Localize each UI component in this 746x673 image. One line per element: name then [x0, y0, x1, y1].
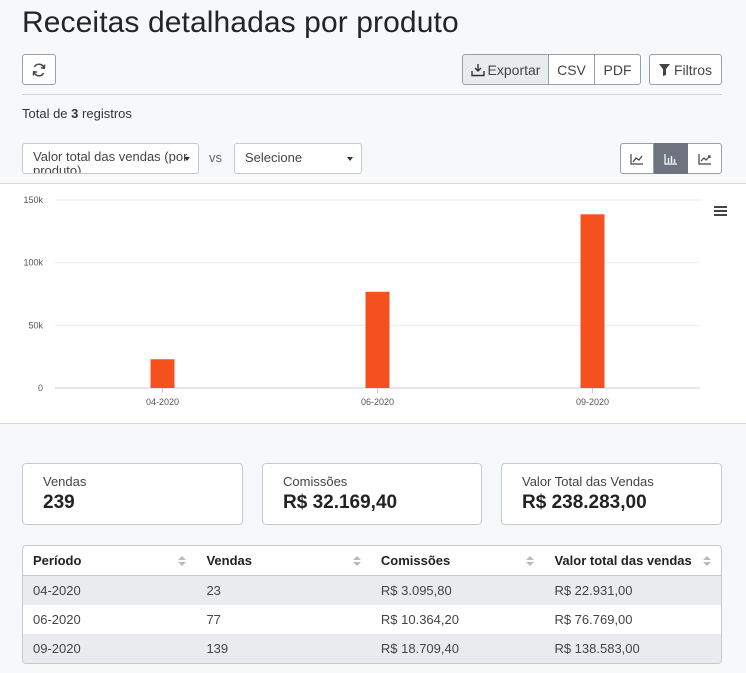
download-icon: [470, 63, 485, 76]
table-cell: R$ 138.583,00: [544, 634, 721, 663]
commissions-card: Comissões R$ 32.169,40: [262, 463, 482, 525]
area-chart-icon: [630, 153, 643, 165]
bar: [580, 214, 605, 388]
column-header-total-value[interactable]: Valor total das vendas: [544, 546, 721, 576]
table-cell: 09-2020: [23, 634, 197, 663]
column-header-period[interactable]: Período: [23, 546, 197, 576]
table-cell: R$ 18.709,40: [370, 634, 545, 663]
table-cell: 139: [196, 634, 371, 663]
bar-chart-icon: [663, 153, 677, 165]
card-label: Valor Total das Vendas: [522, 474, 654, 489]
metric-select[interactable]: Valor total das vendas (por produto): [22, 143, 199, 174]
sort-icon: [178, 556, 187, 566]
compare-select[interactable]: Selecione: [234, 143, 362, 174]
revenue-table: Período Vendas Comissões Valor total das…: [22, 545, 722, 664]
table-row: 09-2020 139 R$ 18.709,40 R$ 138.583,00: [23, 634, 721, 663]
total-suffix: registros: [82, 106, 132, 121]
refresh-icon: [32, 63, 46, 76]
table-cell: R$ 22.931,00: [544, 576, 721, 605]
header-divider: [22, 94, 722, 95]
export-label: Exportar: [487, 61, 541, 78]
card-label: Comissões: [283, 474, 348, 489]
vs-label: vs: [209, 150, 222, 165]
column-header-commissions[interactable]: Comissões: [370, 546, 545, 576]
card-value: 239: [43, 492, 75, 513]
caret-down-icon: [184, 157, 190, 161]
card-value: R$ 32.169,40: [283, 492, 398, 513]
menu-bar: [714, 214, 727, 216]
chart-type-bar-button[interactable]: [654, 143, 688, 174]
chart-container: 0 50k 100k 150k 04-2020 06-2020 09-2020: [0, 183, 746, 424]
line-chart-icon: [697, 153, 711, 165]
chart-type-line-button[interactable]: [688, 143, 722, 174]
menu-bar: [714, 210, 727, 212]
filters-label: Filtros: [673, 61, 713, 78]
page-title: Receitas detalhadas por produto: [22, 6, 459, 39]
sort-icon: [526, 556, 535, 566]
caret-down-icon: [347, 157, 353, 161]
sort-icon: [352, 556, 361, 566]
total-sales-value-card: Valor Total das Vendas R$ 238.283,00: [501, 463, 722, 525]
card-value: R$ 238.283,00: [522, 492, 647, 513]
column-header-sales[interactable]: Vendas: [196, 546, 371, 576]
export-button-group: Exportar CSV PDF: [462, 54, 641, 85]
table-cell: R$ 10.364,20: [380, 612, 459, 627]
table-cell: 04-2020: [23, 576, 197, 605]
column-header-label: Comissões: [380, 553, 451, 568]
refresh-button[interactable]: [22, 54, 56, 85]
menu-bar: [714, 206, 727, 208]
y-tick-label: 150k: [23, 195, 43, 205]
table-header-row: Período Vendas Comissões Valor total das…: [23, 546, 721, 576]
x-tick-label: 04-2020: [146, 397, 179, 407]
sort-icon: [703, 556, 711, 566]
y-tick-label: 100k: [23, 258, 43, 268]
total-prefix: Total de: [22, 106, 68, 121]
bar-chart: 0 50k 100k 150k 04-2020 06-2020 09-2020: [23, 195, 727, 407]
hamburger-menu-icon[interactable]: [714, 206, 727, 216]
table-cell: R$ 3.095,80: [370, 576, 545, 605]
x-tick-label: 06-2020: [361, 397, 394, 407]
y-tick-label: 0: [38, 383, 43, 393]
y-tick-label: 50k: [28, 320, 43, 330]
table-cell: 77: [206, 612, 221, 627]
bar: [150, 359, 175, 388]
total-records: Total de 3 registros: [22, 106, 132, 121]
chart-type-area-button[interactable]: [620, 143, 654, 174]
column-header-label: Vendas: [206, 553, 252, 568]
table-cell: 06-2020: [33, 612, 81, 627]
chart-type-group: [620, 143, 722, 174]
table-row: 04-2020 23 R$ 3.095,80 R$ 22.931,00: [23, 576, 721, 605]
x-tick-label: 09-2020: [576, 397, 609, 407]
sales-count-card: Vendas 239: [22, 463, 243, 525]
total-count: 3: [71, 106, 79, 121]
bar: [365, 291, 390, 388]
table-row: 06-2020 77 R$ 10.364,20 R$ 76.769,00: [23, 605, 721, 634]
csv-button[interactable]: CSV: [549, 54, 595, 85]
filters-button[interactable]: Filtros: [649, 54, 722, 85]
export-button[interactable]: Exportar: [462, 54, 549, 85]
card-label: Vendas: [43, 474, 87, 489]
metric-select-value: Valor total das vendas (por produto): [33, 149, 188, 174]
column-header-label: Período: [33, 553, 82, 568]
table-cell: R$ 76.769,00: [554, 612, 633, 627]
column-header-label: Valor total das vendas: [554, 553, 692, 568]
filter-icon: [658, 63, 670, 76]
compare-select-value: Selecione: [245, 150, 303, 165]
table-cell: 23: [196, 576, 371, 605]
pdf-button[interactable]: PDF: [595, 54, 641, 85]
